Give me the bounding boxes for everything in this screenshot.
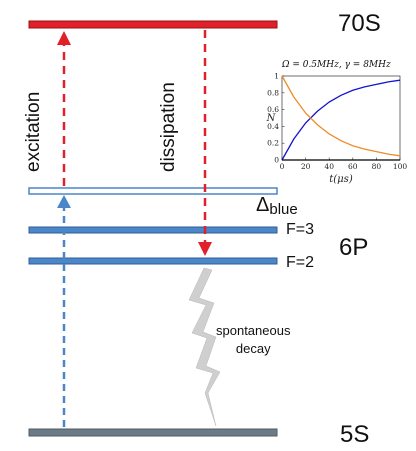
level-5S xyxy=(28,428,278,437)
level-6P-F3 xyxy=(28,226,278,234)
y-tick-label: 0.8 xyxy=(267,88,279,97)
x-tick-label: 100 xyxy=(393,162,408,171)
inset-chart-title: Ω = 0.5MHz, γ = 8MHz xyxy=(282,60,391,70)
series-line-0 xyxy=(281,79,401,161)
dissipation-arrowhead xyxy=(198,242,212,256)
label-70S: 70S xyxy=(338,10,381,37)
decay-label: spontaneous decay xyxy=(216,322,290,358)
label-F2: F=2 xyxy=(286,254,315,271)
x-tick-label: 60 xyxy=(348,162,358,171)
inset-plot-frame xyxy=(281,75,401,161)
spontaneous-decay-bolt xyxy=(188,267,221,427)
decay-label-line2: decay xyxy=(235,341,271,356)
delta-symbol: Δ xyxy=(256,194,270,216)
x-tick-label: 20 xyxy=(301,162,311,171)
series-line-1 xyxy=(281,75,401,157)
x-tick-label: 80 xyxy=(372,162,382,171)
blue-arrowhead xyxy=(57,195,71,208)
y-tick-label: 0.2 xyxy=(267,139,279,148)
red-excitation-arrowhead xyxy=(57,31,71,45)
virtual-level xyxy=(28,187,278,195)
label-F3: F=3 xyxy=(286,221,315,238)
y-axis-label: N xyxy=(266,113,277,124)
level-6P-F2 xyxy=(28,257,278,265)
dissipation-label: dissipation xyxy=(158,82,179,172)
decay-label-line1: spontaneous xyxy=(216,323,291,338)
level-70S xyxy=(28,20,278,29)
inset-chart: 0 20 40 60 80 100 0 0.2 0.4 0.6 0.8 1 t(μs) N xyxy=(266,72,408,186)
label-6P: 6P xyxy=(339,234,369,261)
y-tick-label: 0.6 xyxy=(267,105,279,114)
y-tick-label: 1 xyxy=(274,72,279,81)
x-axis-label: t(μs) xyxy=(329,174,353,185)
x-tick-label: 0 xyxy=(280,162,285,171)
label-5S: 5S xyxy=(340,421,370,448)
detuning-label: Δblue xyxy=(256,194,298,218)
y-tick-label: 0 xyxy=(274,156,279,165)
x-tick-label: 40 xyxy=(324,162,334,171)
excitation-label: excitation xyxy=(23,91,44,172)
y-tick-label: 0.4 xyxy=(267,122,279,131)
delta-subscript: blue xyxy=(269,201,298,218)
